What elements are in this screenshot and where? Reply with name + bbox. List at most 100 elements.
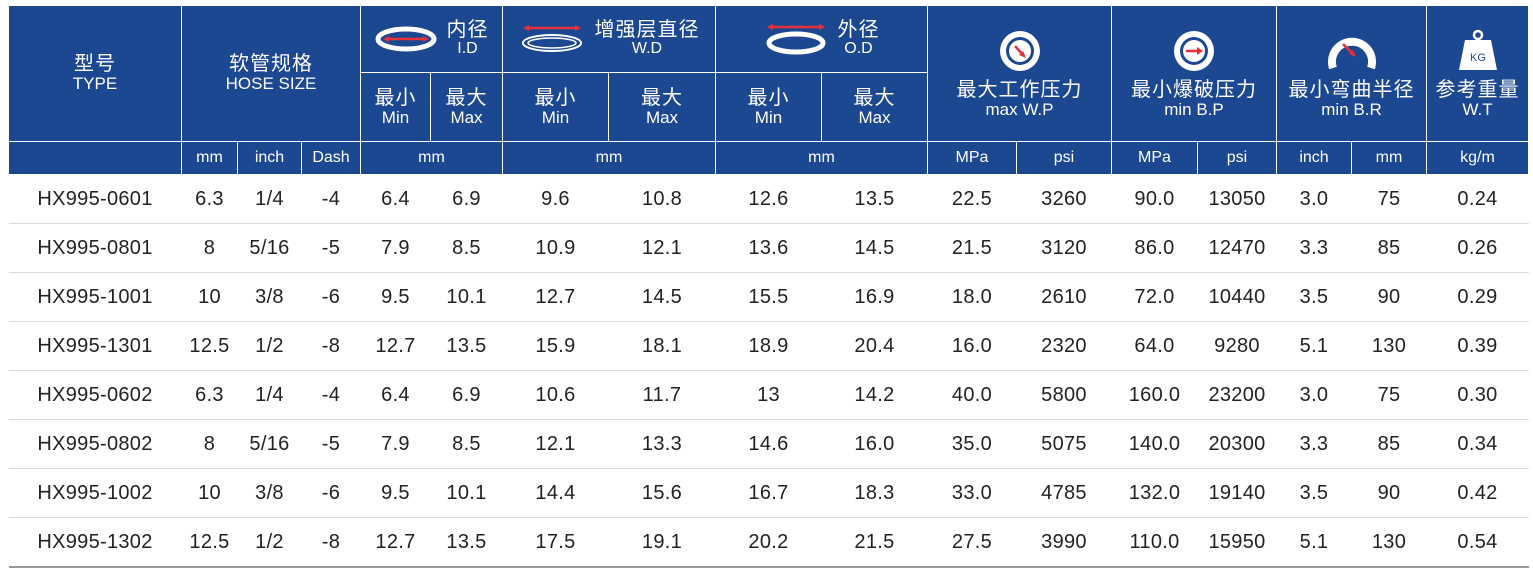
cell-wp-psi: 3260 bbox=[1016, 174, 1112, 224]
cell-weight-kgm: 0.42 bbox=[1426, 468, 1529, 518]
cell-od-min: 12.6 bbox=[715, 174, 822, 224]
header-outer-diameter: 外径 O.D bbox=[715, 5, 928, 73]
cell-od-max: 16.0 bbox=[821, 419, 928, 469]
cell-wd-min: 12.1 bbox=[502, 419, 609, 469]
spec-table-container: 型号 TYPE 软管规格 HOSE SIZE 内径 I.D bbox=[8, 5, 1529, 568]
unit-br-mm: mm bbox=[1351, 141, 1427, 175]
inner-diameter-icon bbox=[375, 26, 436, 52]
cell-wd-min: 10.9 bbox=[502, 223, 609, 273]
header-od-min: 最小 Min bbox=[715, 72, 822, 142]
cell-od-max: 21.5 bbox=[821, 517, 928, 568]
unit-inch: inch bbox=[237, 141, 302, 175]
unit-type-blank bbox=[8, 141, 182, 175]
cell-wd-min: 17.5 bbox=[502, 517, 609, 568]
cell-od-min: 13 bbox=[715, 370, 822, 420]
cell-bp-mpa: 140.0 bbox=[1111, 419, 1198, 469]
cell-wp-psi: 2320 bbox=[1016, 321, 1112, 371]
cell-wp-psi: 5800 bbox=[1016, 370, 1112, 420]
cell-id-min: 12.7 bbox=[360, 517, 431, 568]
header-id-min: 最小 Min bbox=[360, 72, 431, 142]
cell-br-mm: 130 bbox=[1351, 321, 1427, 371]
cell-bp-psi: 20300 bbox=[1197, 419, 1277, 469]
cell-hose-inch: 3/8 bbox=[237, 468, 302, 518]
cell-id-min: 7.9 bbox=[360, 223, 431, 273]
cell-od-min: 20.2 bbox=[715, 517, 822, 568]
table-row: HX995-1001 10 3/8 -6 9.5 10.1 12.7 14.5 15.5 16.9… bbox=[8, 272, 1529, 322]
cell-wd-max: 18.1 bbox=[608, 321, 716, 371]
cell-br-mm: 75 bbox=[1351, 174, 1427, 224]
cell-hose-mm: 8 bbox=[181, 419, 238, 469]
cell-wp-mpa: 16.0 bbox=[927, 321, 1017, 371]
cell-wp-psi: 2610 bbox=[1016, 272, 1112, 322]
cell-br-inch: 3.0 bbox=[1276, 174, 1352, 224]
cell-br-mm: 90 bbox=[1351, 272, 1427, 322]
cell-od-min: 15.5 bbox=[715, 272, 822, 322]
cell-br-inch: 3.3 bbox=[1276, 223, 1352, 273]
unit-dash: Dash bbox=[301, 141, 361, 175]
cell-wp-mpa: 22.5 bbox=[927, 174, 1017, 224]
cell-od-min: 14.6 bbox=[715, 419, 822, 469]
header-od-max: 最大 Max bbox=[821, 72, 928, 142]
cell-wd-min: 9.6 bbox=[502, 174, 609, 224]
cell-dash: -5 bbox=[301, 223, 361, 273]
cell-hose-inch: 3/8 bbox=[237, 272, 302, 322]
cell-bp-mpa: 132.0 bbox=[1111, 468, 1198, 518]
cell-od-min: 16.7 bbox=[715, 468, 822, 518]
cell-dash: -6 bbox=[301, 468, 361, 518]
cell-wd-min: 12.7 bbox=[502, 272, 609, 322]
unit-wp-mpa: MPa bbox=[927, 141, 1017, 175]
cell-br-mm: 90 bbox=[1351, 468, 1427, 518]
cell-type: HX995-0801 bbox=[8, 223, 182, 273]
cell-od-max: 18.3 bbox=[821, 468, 928, 518]
cell-weight-kgm: 0.29 bbox=[1426, 272, 1529, 322]
cell-id-min: 9.5 bbox=[360, 468, 431, 518]
cell-hose-mm: 10 bbox=[181, 272, 238, 322]
header-min-bend-radius: 最小弯曲半径 min B.R bbox=[1276, 5, 1427, 142]
cell-wd-max: 15.6 bbox=[608, 468, 716, 518]
cell-weight-kgm: 0.54 bbox=[1426, 517, 1529, 568]
cell-bp-psi: 10440 bbox=[1197, 272, 1277, 322]
cell-bp-psi: 15950 bbox=[1197, 517, 1277, 568]
cell-wd-max: 12.1 bbox=[608, 223, 716, 273]
cell-dash: -8 bbox=[301, 517, 361, 568]
cell-od-max: 14.5 bbox=[821, 223, 928, 273]
cell-br-inch: 3.5 bbox=[1276, 272, 1352, 322]
bend-radius-icon bbox=[1327, 37, 1376, 70]
pressure-gauge-icon bbox=[999, 31, 1040, 72]
header-max-working-pressure: 最大工作压力 max W.P bbox=[927, 5, 1112, 142]
cell-wp-psi: 3120 bbox=[1016, 223, 1112, 273]
cell-bp-psi: 9280 bbox=[1197, 321, 1277, 371]
cell-wp-mpa: 27.5 bbox=[927, 517, 1017, 568]
cell-id-max: 6.9 bbox=[430, 370, 503, 420]
cell-id-max: 13.5 bbox=[430, 517, 503, 568]
cell-id-min: 9.5 bbox=[360, 272, 431, 322]
cell-wp-psi: 3990 bbox=[1016, 517, 1112, 568]
cell-wd-max: 14.5 bbox=[608, 272, 716, 322]
cell-weight-kgm: 0.39 bbox=[1426, 321, 1529, 371]
cell-bp-mpa: 86.0 bbox=[1111, 223, 1198, 273]
cell-hose-inch: 1/4 bbox=[237, 174, 302, 224]
cell-hose-mm: 6.3 bbox=[181, 174, 238, 224]
cell-id-max: 13.5 bbox=[430, 321, 503, 371]
cell-wp-mpa: 21.5 bbox=[927, 223, 1017, 273]
table-row: HX995-1302 12.5 1/2 -8 12.7 13.5 17.5 19.1 20.2 2… bbox=[8, 517, 1529, 568]
table-row: HX995-0802 8 5/16 -5 7.9 8.5 12.1 13.3 14.6 16.0 3… bbox=[8, 419, 1529, 469]
cell-hose-inch: 5/16 bbox=[237, 419, 302, 469]
cell-id-max: 8.5 bbox=[430, 223, 503, 273]
cell-wd-min: 14.4 bbox=[502, 468, 609, 518]
cell-od-min: 18.9 bbox=[715, 321, 822, 371]
cell-dash: -8 bbox=[301, 321, 361, 371]
cell-hose-mm: 12.5 bbox=[181, 321, 238, 371]
header-wd-max: 最大 Max bbox=[608, 72, 716, 142]
cell-wd-max: 10.8 bbox=[608, 174, 716, 224]
cell-br-mm: 85 bbox=[1351, 419, 1427, 469]
cell-wp-psi: 5075 bbox=[1016, 419, 1112, 469]
cell-br-mm: 85 bbox=[1351, 223, 1427, 273]
cell-wp-mpa: 40.0 bbox=[927, 370, 1017, 420]
cell-hose-mm: 8 bbox=[181, 223, 238, 273]
cell-br-mm: 130 bbox=[1351, 517, 1427, 568]
spec-table-body: HX995-0601 6.3 1/4 -4 6.4 6.9 9.6 10.8 12.6 13.5 2… bbox=[8, 174, 1529, 568]
cell-bp-mpa: 110.0 bbox=[1111, 517, 1198, 568]
reinforcement-diameter-icon bbox=[521, 24, 582, 52]
cell-hose-mm: 10 bbox=[181, 468, 238, 518]
